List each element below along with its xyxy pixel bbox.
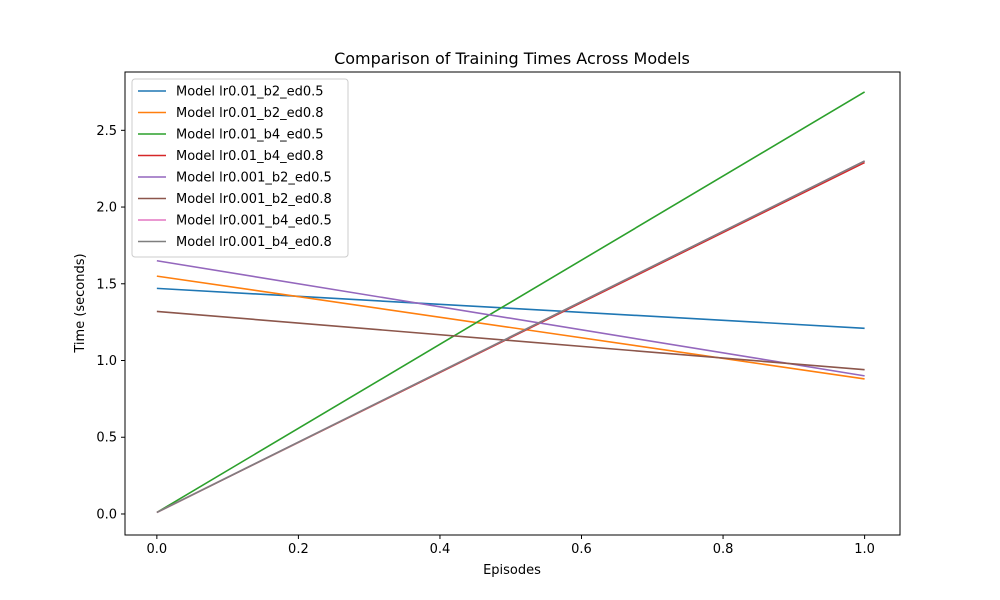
series-line-2	[156, 275, 865, 380]
x-axis-label: Episodes	[483, 563, 541, 578]
legend-entry: Model lr0.01_b2_ed0.8	[176, 106, 324, 121]
y-tick-label: 1.0	[96, 354, 117, 369]
series-layer	[156, 91, 866, 514]
series-line-8	[156, 160, 865, 514]
y-tick-label: 0.5	[96, 431, 117, 446]
x-tick-label: 0.4	[430, 542, 451, 557]
legend-entry: Model lr0.001_b2_ed0.5	[176, 171, 332, 186]
y-axis: 0.0 0.5 1.0 1.5 2.0 2.5	[96, 124, 125, 522]
x-tick-label: 0.8	[713, 542, 734, 557]
legend: Model lr0.01_b2_ed0.5 Model lr0.01_b2_ed0…	[131, 78, 349, 258]
legend-entry: Model lr0.01_b4_ed0.8	[176, 149, 324, 164]
legend-entry: Model lr0.01_b2_ed0.5	[176, 85, 324, 100]
y-tick-label: 1.5	[96, 277, 117, 292]
legend-box	[131, 78, 349, 258]
series-line-6	[156, 310, 865, 371]
x-tick-label: 0.6	[571, 542, 592, 557]
legend-entry: Model lr0.001_b4_ed0.8	[176, 235, 332, 250]
y-axis-label: Time (seconds)	[73, 253, 88, 353]
y-tick-label: 2.5	[96, 124, 117, 139]
chart-title: Comparison of Training Times Across Mode…	[334, 49, 690, 68]
series-line-1	[156, 287, 865, 330]
x-tick-label: 1.0	[854, 542, 875, 557]
x-tick-label: 0.0	[147, 542, 168, 557]
x-axis: 0.0 0.2 0.4 0.6 0.8 1.0	[147, 535, 875, 557]
y-tick-label: 2.0	[96, 201, 117, 216]
x-tick-label: 0.2	[288, 542, 309, 557]
plot-frame	[124, 71, 901, 536]
series-line-5	[156, 259, 865, 377]
legend-entry: Model lr0.001_b4_ed0.5	[176, 214, 332, 229]
legend-entry: Model lr0.001_b2_ed0.8	[176, 192, 332, 207]
y-tick-label: 0.0	[96, 507, 117, 522]
legend-entry: Model lr0.01_b4_ed0.5	[176, 128, 324, 143]
series-line-3	[156, 91, 866, 514]
